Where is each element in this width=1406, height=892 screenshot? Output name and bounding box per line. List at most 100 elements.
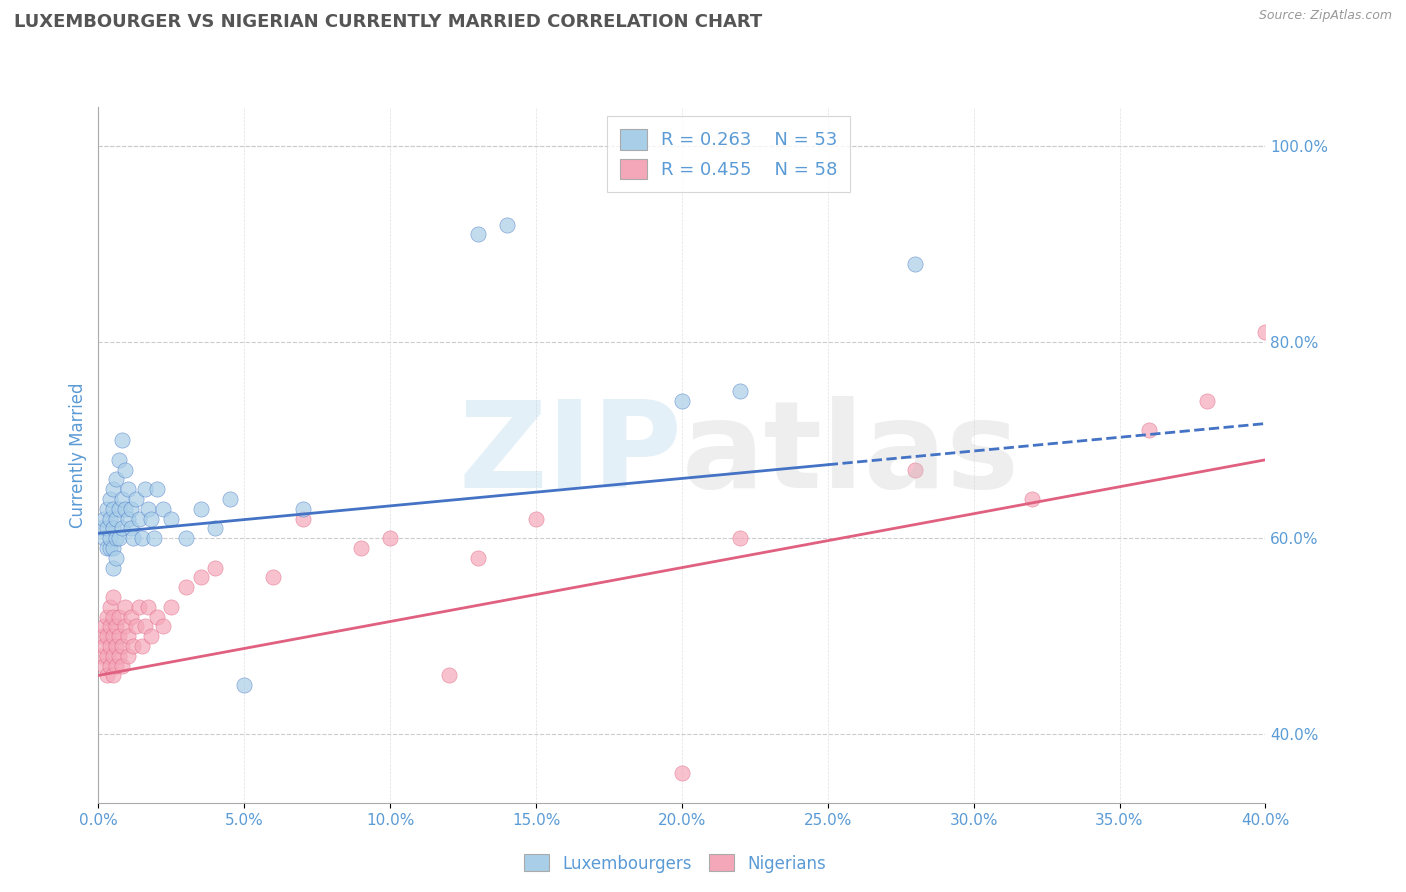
Point (904, 257, 927, 271)
Point (120, 501, 142, 516)
Point (152, 501, 174, 516)
Point (108, 609, 131, 624)
Point (671, 766, 693, 780)
Point (111, 491, 134, 506)
Point (136, 501, 159, 516)
Point (128, 511, 150, 525)
Point (111, 434, 134, 448)
Text: Source: ZipAtlas.com: Source: ZipAtlas.com (1258, 9, 1392, 22)
Point (98, 619, 121, 633)
Point (131, 639, 153, 653)
Point (93, 511, 115, 525)
Point (98, 491, 121, 506)
Point (98, 658, 121, 673)
Point (160, 599, 183, 614)
Text: ZIP: ZIP (458, 396, 682, 514)
Point (728, 384, 751, 399)
Text: LUXEMBOURGER VS NIGERIAN CURRENTLY MARRIED CORRELATION CHART: LUXEMBOURGER VS NIGERIAN CURRENTLY MARRI… (14, 13, 762, 31)
Point (98, 511, 121, 525)
Point (93, 531, 115, 545)
Point (139, 511, 162, 525)
Point (117, 482, 139, 496)
Point (111, 658, 134, 673)
Point (728, 531, 751, 545)
Point (104, 531, 127, 545)
Point (467, 227, 489, 242)
Legend: R = 0.263    N = 53, R = 0.455    N = 58: R = 0.263 N = 53, R = 0.455 N = 58 (607, 116, 851, 192)
Point (101, 482, 124, 496)
Point (134, 619, 156, 633)
Point (101, 609, 124, 624)
Point (1195, 394, 1218, 409)
Point (101, 521, 124, 535)
Point (125, 619, 148, 633)
Point (117, 648, 139, 663)
Point (136, 599, 159, 614)
Point (524, 511, 547, 525)
Point (101, 590, 124, 604)
Point (108, 648, 131, 663)
Point (114, 619, 136, 633)
Point (101, 501, 124, 516)
Point (96, 629, 118, 643)
Point (160, 511, 183, 525)
Point (93, 639, 115, 653)
Point (495, 218, 517, 232)
Point (96, 521, 118, 535)
Point (104, 550, 127, 565)
Point (218, 491, 240, 506)
Point (98, 541, 121, 555)
Point (671, 394, 693, 409)
Point (204, 560, 226, 574)
Point (131, 531, 153, 545)
Point (904, 462, 927, 476)
Legend: Luxembourgers, Nigerians: Luxembourgers, Nigerians (517, 847, 832, 880)
Point (139, 629, 162, 643)
Point (233, 678, 256, 692)
Point (152, 619, 174, 633)
Point (120, 521, 142, 535)
Point (111, 639, 134, 653)
Point (1021, 491, 1043, 506)
Point (98, 599, 121, 614)
Y-axis label: Currently Married: Currently Married (69, 382, 87, 528)
Point (1254, 326, 1277, 340)
Point (262, 570, 284, 584)
Point (174, 580, 197, 594)
Point (90, 521, 112, 535)
Point (93, 619, 115, 633)
Point (108, 452, 131, 467)
Point (101, 629, 124, 643)
Point (117, 511, 139, 525)
Point (96, 541, 118, 555)
Point (190, 501, 212, 516)
Point (108, 501, 131, 516)
Point (350, 541, 373, 555)
Point (101, 668, 124, 682)
Point (114, 462, 136, 476)
Point (101, 541, 124, 555)
Point (96, 668, 118, 682)
Point (114, 501, 136, 516)
Point (190, 570, 212, 584)
Point (291, 511, 314, 525)
Point (467, 550, 489, 565)
Point (134, 482, 156, 496)
Point (125, 491, 148, 506)
Point (437, 668, 460, 682)
Point (146, 482, 169, 496)
Point (204, 521, 226, 535)
Point (117, 629, 139, 643)
Point (108, 531, 131, 545)
Point (146, 609, 169, 624)
Point (120, 609, 142, 624)
Point (104, 511, 127, 525)
Point (104, 639, 127, 653)
Point (291, 501, 314, 516)
Point (1137, 424, 1160, 438)
Point (142, 531, 165, 545)
Point (98, 639, 121, 653)
Point (93, 658, 115, 673)
Point (128, 599, 150, 614)
Point (104, 472, 127, 486)
